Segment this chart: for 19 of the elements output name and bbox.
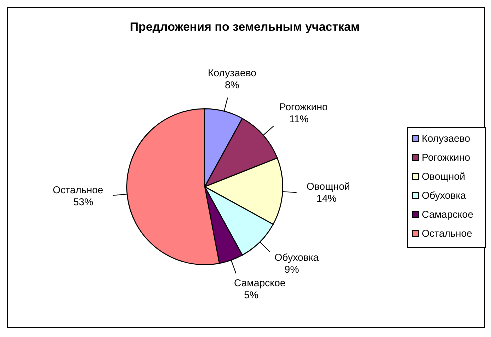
data-label: 8% [225, 80, 240, 92]
slice-label: Колузаево [208, 68, 258, 80]
data-label: 14% [316, 194, 337, 205]
chart-title: Предложения по земельным участкам [130, 20, 360, 34]
legend-label: Колузаево [422, 134, 471, 145]
slice-label: Овощной [306, 182, 350, 193]
slice-label: Самарское [234, 278, 286, 290]
data-label: 9% [284, 264, 300, 276]
data-label: 11% [290, 114, 309, 126]
legend-label: Самарское [422, 210, 474, 221]
legend-label: Остальное [422, 229, 473, 240]
slice-label: Рогожкино [280, 102, 328, 114]
legend-label: Рогожкино [422, 153, 471, 164]
slice-label: Остальное [52, 185, 104, 196]
legend-label: Овощной [422, 172, 466, 183]
data-label: 5% [244, 290, 259, 302]
data-label: 53% [73, 197, 94, 208]
slice-label: Обуховка [274, 252, 320, 264]
legend-label: Обуховка [422, 191, 467, 202]
